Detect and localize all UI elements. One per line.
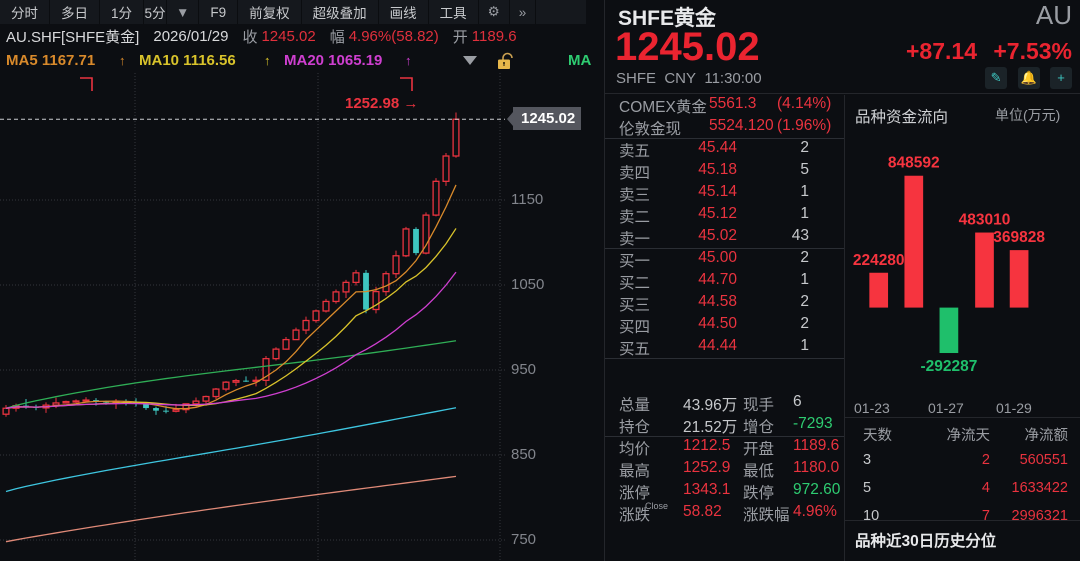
svg-text:369828: 369828 bbox=[993, 229, 1045, 246]
svg-text:848592: 848592 bbox=[888, 155, 940, 172]
svg-text:483010: 483010 bbox=[959, 212, 1011, 229]
svg-text:224280: 224280 bbox=[853, 252, 905, 269]
svg-text:-292287: -292287 bbox=[920, 358, 977, 375]
